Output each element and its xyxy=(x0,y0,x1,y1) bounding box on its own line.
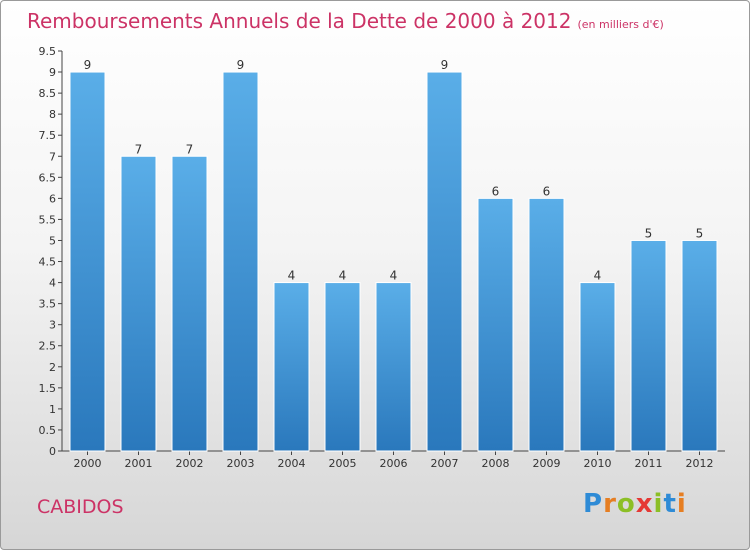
x-tick-label: 2011 xyxy=(635,457,663,470)
x-tick-label: 2004 xyxy=(278,457,306,470)
commune-name: CABIDOS xyxy=(37,496,124,518)
data-label: 6 xyxy=(543,184,551,198)
y-tick-label: 9.5 xyxy=(39,45,57,58)
data-label: 7 xyxy=(135,142,143,156)
chart-title: Remboursements Annuels de la Dette de 20… xyxy=(27,9,664,33)
y-tick-label: 8.5 xyxy=(39,87,57,100)
data-label: 9 xyxy=(84,58,92,72)
bar xyxy=(528,197,565,452)
data-label: 9 xyxy=(237,58,245,72)
y-tick-label: 5 xyxy=(49,234,56,247)
y-tick-label: 0.5 xyxy=(39,424,57,437)
logo-letter: i xyxy=(653,489,664,519)
x-tick-label: 2012 xyxy=(686,457,714,470)
y-tick-label: 6 xyxy=(49,192,56,205)
data-label: 5 xyxy=(645,226,653,240)
y-tick-label: 7 xyxy=(49,150,56,163)
bar xyxy=(579,282,616,452)
x-tick-label: 2000 xyxy=(74,457,102,470)
logo-letter: P xyxy=(583,489,604,519)
logo-letter: r xyxy=(603,489,617,519)
x-tick-label: 2007 xyxy=(431,457,459,470)
data-label: 4 xyxy=(390,269,398,283)
proxiti-logo: Proxiti xyxy=(583,489,687,519)
y-tick-label: 9 xyxy=(49,66,56,79)
bar xyxy=(630,239,667,452)
data-label: 9 xyxy=(441,58,449,72)
bar xyxy=(681,239,718,452)
bar xyxy=(222,71,259,452)
logo-letter: o xyxy=(616,489,636,519)
x-tick-label: 2009 xyxy=(533,457,561,470)
data-label: 5 xyxy=(696,226,704,240)
bar xyxy=(375,282,412,452)
bar xyxy=(69,71,106,452)
y-tick-label: 3 xyxy=(49,319,56,332)
y-tick-label: 2 xyxy=(49,361,56,374)
y-tick-label: 5.5 xyxy=(39,213,57,226)
bar xyxy=(477,197,514,452)
chart-title-text: Remboursements Annuels de la Dette de 20… xyxy=(27,9,572,33)
bar xyxy=(171,155,208,452)
y-tick-label: 3.5 xyxy=(39,298,57,311)
logo-letter: i xyxy=(676,489,687,519)
x-tick-label: 2005 xyxy=(329,457,357,470)
data-label: 4 xyxy=(339,269,347,283)
data-label: 6 xyxy=(492,184,500,198)
x-tick-label: 2010 xyxy=(584,457,612,470)
x-tick-label: 2001 xyxy=(125,457,153,470)
x-tick-label: 2008 xyxy=(482,457,510,470)
y-tick-label: 1.5 xyxy=(39,382,57,395)
y-tick-label: 1 xyxy=(49,403,56,416)
bar xyxy=(426,71,463,452)
data-label: 4 xyxy=(594,269,602,283)
y-tick-label: 8 xyxy=(49,108,56,121)
y-tick-label: 4 xyxy=(49,277,56,290)
x-tick-label: 2003 xyxy=(227,457,255,470)
data-label: 4 xyxy=(288,269,296,283)
data-label: 7 xyxy=(186,142,194,156)
logo-letter: t xyxy=(663,489,677,519)
y-tick-label: 2.5 xyxy=(39,340,57,353)
logo-letter: x xyxy=(635,489,654,519)
x-tick-label: 2006 xyxy=(380,457,408,470)
y-tick-label: 4.5 xyxy=(39,256,57,269)
bar xyxy=(273,282,310,452)
bar xyxy=(324,282,361,452)
y-tick-label: 7.5 xyxy=(39,129,57,142)
chart-unit-label: (en milliers d'€) xyxy=(577,18,664,31)
x-tick-label: 2002 xyxy=(176,457,204,470)
y-tick-label: 0 xyxy=(49,445,56,458)
y-tick-label: 6.5 xyxy=(39,171,57,184)
bar xyxy=(120,155,157,452)
